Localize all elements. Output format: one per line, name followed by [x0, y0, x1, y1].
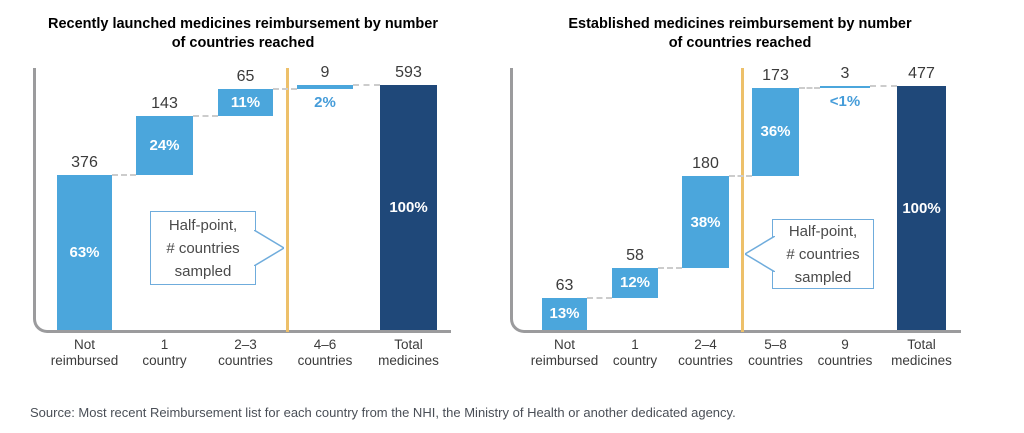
half-point-line	[741, 68, 744, 332]
waterfall-bar	[612, 268, 658, 298]
step-connector	[193, 114, 218, 117]
category-label: Not reimbursed	[50, 337, 119, 368]
bar-percent-label: 24%	[149, 136, 180, 154]
bar-value-label: 180	[692, 155, 719, 173]
step-connector	[658, 267, 682, 270]
half-point-callout: Half-point, # countries sampled	[744, 219, 874, 289]
step-connector	[870, 85, 897, 87]
bar-value-label: 173	[762, 66, 789, 84]
category-label: Not reimbursed	[530, 337, 599, 368]
callout-arrow-left-icon	[744, 236, 775, 272]
bar-value-label: 63	[555, 276, 574, 294]
category-label: 2–3 countries	[218, 337, 273, 368]
waterfall-bar	[820, 85, 870, 88]
waterfall-bar	[218, 88, 273, 116]
step-connector	[729, 175, 752, 178]
category-label: Total medicines	[378, 337, 439, 368]
step-connector	[353, 84, 380, 86]
waterfall-bar	[897, 86, 946, 330]
step-connector	[587, 296, 612, 299]
bar-percent-label: 13%	[549, 305, 580, 323]
bar-value-label: 593	[395, 64, 422, 81]
step-connector	[112, 173, 136, 176]
category-label: 5–8 countries	[748, 337, 803, 368]
bar-percent-label: 100%	[902, 199, 941, 217]
waterfall-bar	[682, 176, 729, 269]
callout-text: Half-point, # countries sampled	[786, 222, 860, 286]
category-label: 4–6 countries	[297, 337, 353, 368]
half-point-callout: Half-point, # countries sampled	[150, 211, 284, 285]
waterfall-bar	[542, 297, 587, 330]
bar-value-label: 143	[151, 94, 178, 112]
bar-percent-label: 38%	[690, 213, 721, 231]
bar-value-label: 58	[626, 247, 644, 265]
bar-percent-label: 63%	[69, 243, 100, 261]
bar-percent-label: 36%	[760, 123, 791, 141]
chart-title: Recently launched medicines reimbursemen…	[47, 16, 438, 51]
bar-value-label: 477	[908, 65, 935, 82]
category-label: 1 country	[142, 337, 187, 368]
step-connector	[799, 86, 820, 89]
category-label: 2–4 countries	[678, 337, 733, 368]
waterfall-bar	[752, 87, 799, 177]
waterfall-bar	[297, 85, 353, 89]
y-axis	[33, 68, 451, 333]
bar-percent-label: <1%	[829, 92, 861, 110]
bar-percent-label: 11%	[230, 93, 261, 111]
bar-percent-label: 2%	[314, 93, 336, 111]
bar-value-label: 65	[236, 67, 255, 85]
category-label: 9 countries	[817, 337, 873, 368]
callout-arrow-right-icon	[253, 230, 284, 266]
category-label: Total medicines	[891, 337, 952, 368]
category-label: 1 country	[612, 337, 658, 368]
bar-value-label: 9	[320, 64, 330, 81]
bar-percent-label: 12%	[619, 274, 651, 292]
waterfall-bar	[57, 174, 112, 330]
waterfall-bar	[380, 85, 437, 330]
y-axis	[510, 68, 961, 333]
bar-percent-label: 100%	[389, 199, 428, 216]
callout-text: Half-point, # countries sampled	[166, 216, 240, 280]
source-note: Source: Most recent Reimbursement list f…	[30, 405, 736, 420]
bar-value-label: 376	[71, 153, 98, 171]
bar-value-label: 3	[840, 64, 850, 82]
chart-title: Established medicines reimbursement by n…	[568, 16, 912, 51]
half-point-line	[286, 68, 289, 332]
waterfall-bar	[136, 115, 193, 175]
step-connector	[273, 87, 297, 90]
